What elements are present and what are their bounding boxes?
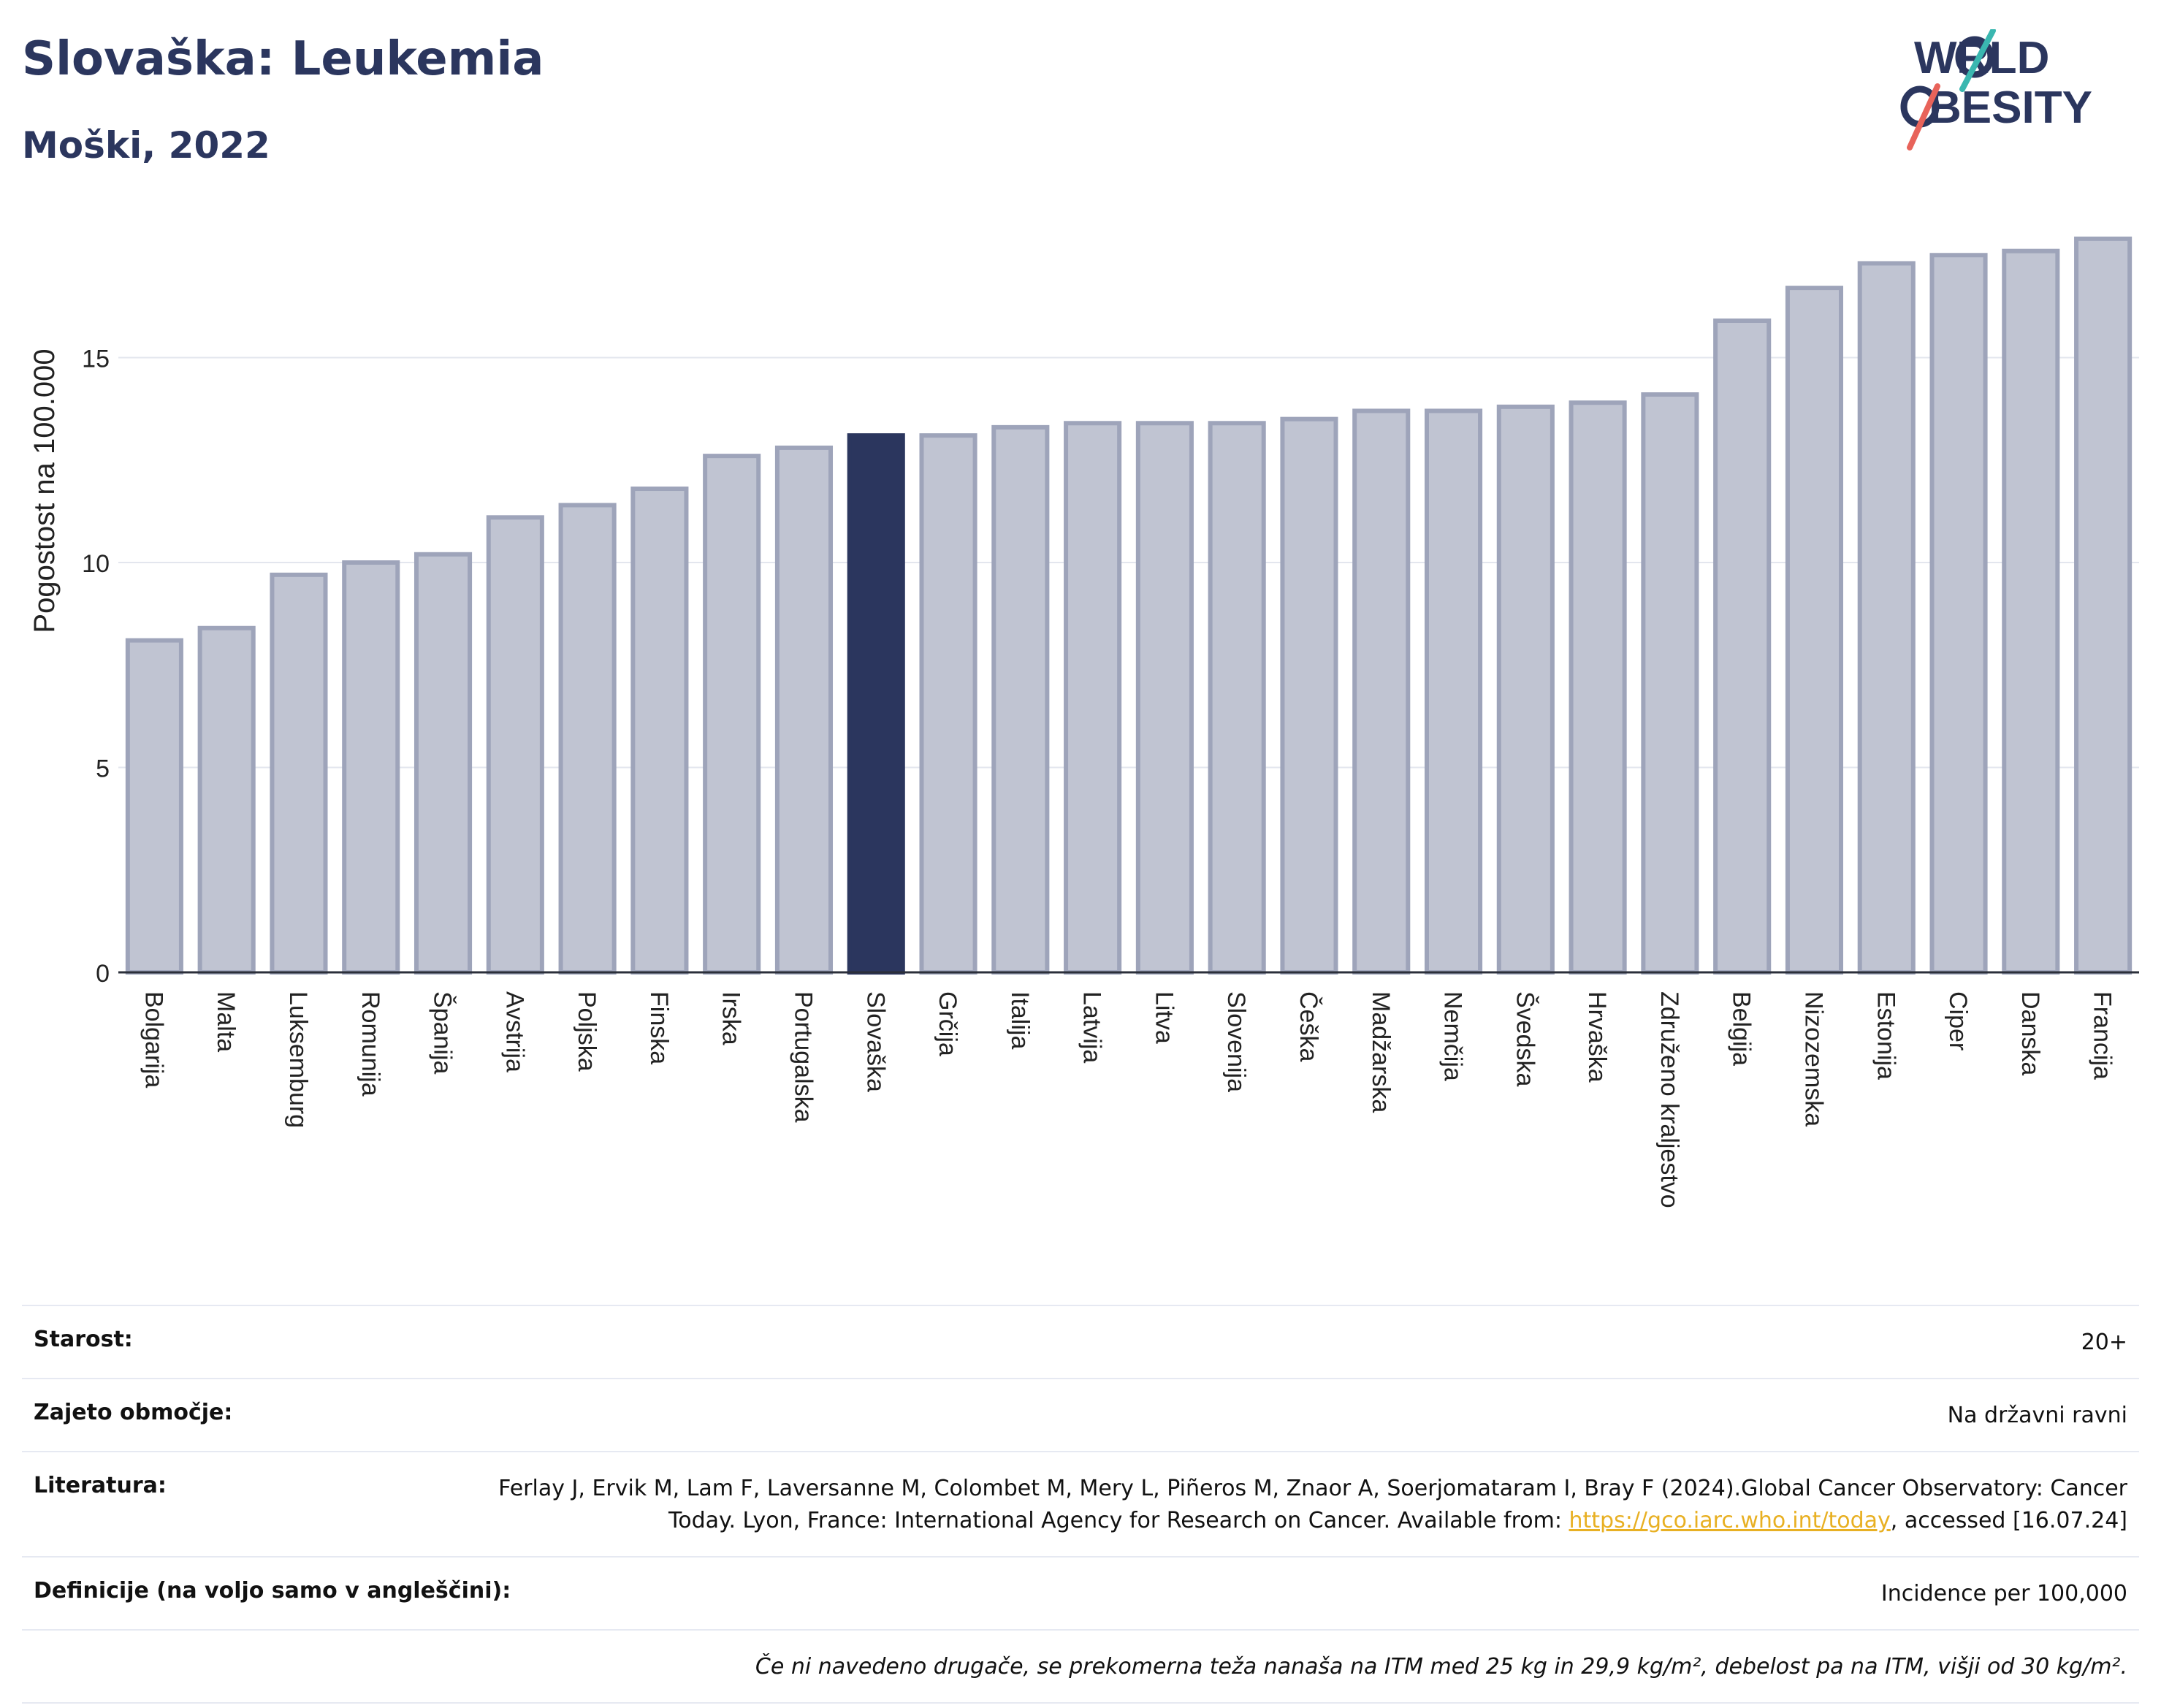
bar-hrvaška bbox=[1569, 400, 1627, 975]
age-value: 20+ bbox=[2081, 1330, 2127, 1355]
bar-chart: 0 5 10 15 Bolgarija Malta Luksemburg Romunija Š… bbox=[28, 236, 2139, 1208]
x-tick-label: Češka bbox=[1295, 991, 1322, 1061]
page-title: Slovaška: Leukemia bbox=[22, 32, 544, 86]
x-tick-label: Slovenija bbox=[1222, 991, 1250, 1092]
x-tick-label: Hrvaška bbox=[1583, 991, 1611, 1083]
bar-nemčija bbox=[1424, 408, 1483, 975]
definitions-label: Definicije (na voljo samo v angleščini): bbox=[34, 1578, 511, 1604]
x-tick-label: Nizozemska bbox=[1799, 991, 1827, 1126]
y-tick-label: 5 bbox=[96, 755, 110, 783]
x-tick-label: Slovaška bbox=[861, 991, 889, 1092]
bar-romunija bbox=[342, 560, 400, 975]
x-tick-label: Ciper bbox=[1944, 991, 1972, 1051]
x-tick-label: Irska bbox=[717, 991, 745, 1045]
x-tick-label: Portugalska bbox=[789, 991, 817, 1123]
reference-value: Ferlay J, Ervik M, Lam F, Laversanne M, … bbox=[447, 1473, 2127, 1537]
meta-row-age: Starost: 20+ bbox=[22, 1305, 2139, 1378]
x-tick-label: Finska bbox=[645, 991, 673, 1064]
svg-text:W: W bbox=[1914, 33, 1957, 83]
meta-row-definitions: Definicije (na voljo samo v angleščini):… bbox=[22, 1556, 2139, 1629]
x-tick-label: Litva bbox=[1150, 991, 1178, 1044]
bar-španija bbox=[413, 552, 473, 975]
metadata-table: Starost: 20+ Zajeto območje: Na državni … bbox=[22, 1305, 2139, 1704]
bars bbox=[118, 236, 2139, 975]
x-axis-labels: Bolgarija Malta Luksemburg Romunija Španija A… bbox=[140, 991, 2116, 1208]
meta-row-note: Če ni navedeno drugače, se prekomerna te… bbox=[22, 1629, 2139, 1704]
bar-litva bbox=[1135, 421, 1194, 975]
x-tick-label: Bolgarija bbox=[140, 991, 167, 1088]
bar-portugalska bbox=[774, 445, 834, 975]
y-tick-label: 10 bbox=[82, 550, 110, 578]
bar-nizozemska bbox=[1785, 286, 1844, 975]
x-tick-label: Belgija bbox=[1728, 991, 1756, 1066]
bar-irska bbox=[703, 454, 761, 975]
bar-estonija bbox=[1857, 261, 1916, 975]
page-subtitle: Moški, 2022 bbox=[22, 124, 270, 167]
definitions-value: Incidence per 100,000 bbox=[1880, 1581, 2127, 1606]
x-tick-label: Avstrija bbox=[500, 991, 528, 1072]
bar-bolgarija bbox=[125, 638, 183, 975]
y-tick-label: 0 bbox=[96, 960, 110, 988]
x-tick-label: Francija bbox=[2089, 991, 2116, 1080]
bar-poljska bbox=[558, 503, 617, 975]
x-tick-label: Švedska bbox=[1511, 991, 1539, 1086]
meta-row-coverage: Zajeto območje: Na državni ravni bbox=[22, 1378, 2139, 1451]
reference-label: Literatura: bbox=[34, 1473, 167, 1498]
bar-ciper bbox=[1929, 253, 1988, 975]
coverage-value: Na državni ravni bbox=[1947, 1403, 2127, 1428]
bar-italija bbox=[991, 424, 1050, 975]
bar-madžarska bbox=[1352, 408, 1411, 975]
reference-tail: , accessed [16.07.24] bbox=[1890, 1508, 2127, 1533]
x-tick-label: Grčija bbox=[934, 991, 961, 1056]
bar-češka bbox=[1280, 416, 1338, 975]
svg-text:BESITY: BESITY bbox=[1929, 83, 2092, 133]
y-axis: 0 5 10 15 bbox=[82, 346, 110, 988]
x-tick-label: Luksemburg bbox=[284, 991, 312, 1128]
age-label: Starost: bbox=[34, 1327, 133, 1352]
bar-latvija bbox=[1064, 421, 1122, 975]
x-tick-label: Danska bbox=[2016, 991, 2044, 1075]
x-tick-label: Romunija bbox=[357, 991, 384, 1097]
world-obesity-logo: W RLD BESITY bbox=[1900, 29, 2092, 150]
x-tick-label: Španija bbox=[429, 991, 457, 1075]
x-tick-label: Madžarska bbox=[1367, 991, 1395, 1113]
x-tick-label: Poljska bbox=[573, 991, 601, 1072]
x-tick-label: Združeno kraljestvo bbox=[1655, 991, 1683, 1208]
x-tick-label: Nemčija bbox=[1439, 991, 1467, 1081]
x-tick-label: Malta bbox=[212, 991, 240, 1052]
bar-malta bbox=[197, 625, 256, 975]
bar-belgija bbox=[1713, 319, 1772, 975]
meta-row-reference: Literatura: Ferlay J, Ervik M, Lam F, La… bbox=[22, 1451, 2139, 1556]
coverage-label: Zajeto območje: bbox=[34, 1400, 233, 1425]
bar-danska bbox=[2002, 248, 2060, 975]
bar-združeno-kraljestvo bbox=[1641, 392, 1699, 975]
y-tick-label: 15 bbox=[82, 346, 110, 373]
bar-finska bbox=[630, 487, 689, 975]
x-tick-label: Latvija bbox=[1078, 991, 1106, 1063]
footnote: Če ni navedeno drugače, se prekomerna te… bbox=[755, 1654, 2127, 1680]
x-tick-label: Estonija bbox=[1872, 991, 1899, 1080]
bar-švedska bbox=[1496, 404, 1555, 975]
y-axis-title: Pogostost na 100.000 bbox=[28, 348, 61, 633]
bar-slovenija bbox=[1208, 421, 1266, 975]
bar-luksemburg bbox=[270, 572, 328, 975]
bar-grčija bbox=[919, 433, 977, 975]
bar-slovaška bbox=[847, 433, 905, 975]
bar-avstrija bbox=[486, 515, 544, 975]
reference-text: Ferlay J, Ervik M, Lam F, Laversanne M, … bbox=[498, 1476, 2127, 1533]
bar-francija bbox=[2074, 236, 2133, 975]
x-tick-label: Italija bbox=[1006, 991, 1034, 1049]
reference-link[interactable]: https://gco.iarc.who.int/today bbox=[1569, 1508, 1891, 1533]
